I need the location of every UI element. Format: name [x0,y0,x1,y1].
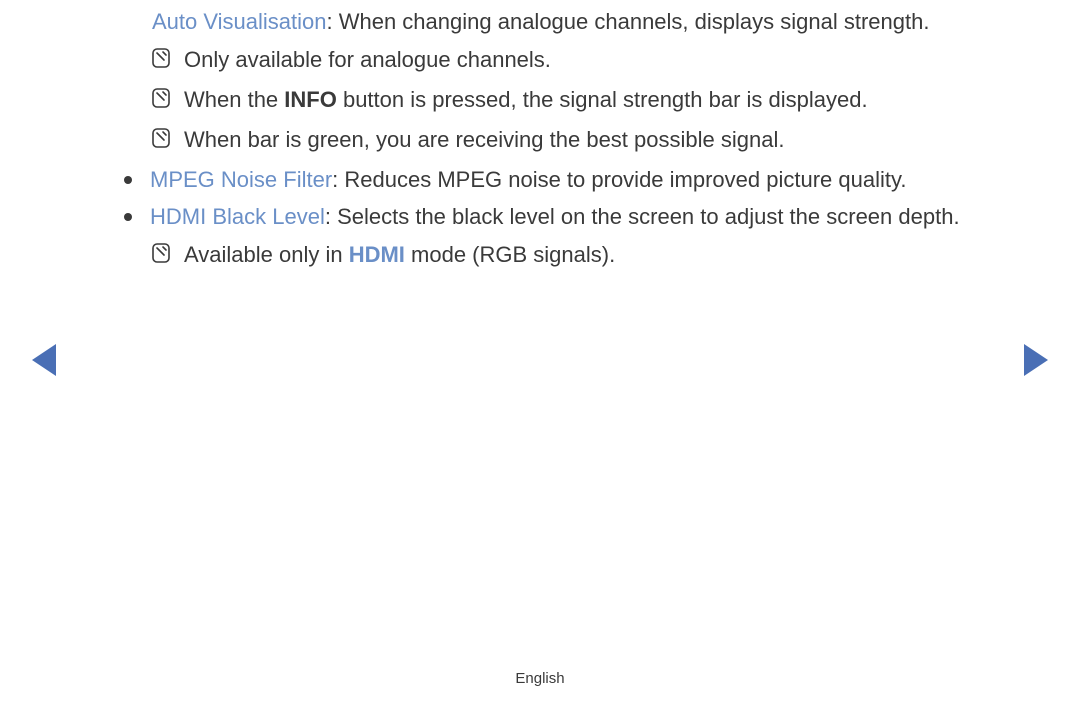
note-icon [152,128,170,148]
note-text-1: Only available for analogue channels. [184,44,551,76]
note-row-3: When bar is green, you are receiving the… [152,124,964,156]
note-2a: When the [184,87,284,112]
note-icon [152,243,170,263]
note-2b-info: INFO [284,87,337,112]
mpeg-label: MPEG Noise Filter [150,167,332,192]
hdmi-block: HDMI Black Level: Selects the black leve… [124,201,964,233]
hdmi-note-row: Available only in HDMI mode (RGB signals… [152,239,964,271]
note-row-1: Only available for analogue channels. [152,44,964,76]
hdmi-note-text: Available only in HDMI mode (RGB signals… [184,239,615,271]
page-content: Auto Visualisation: When changing analog… [124,6,964,279]
mpeg-text: MPEG Noise Filter: Reduces MPEG noise to… [150,164,906,196]
hdmi-desc: : Selects the black level on the screen … [325,204,960,229]
note-icon [152,48,170,68]
note-text-3: When bar is green, you are receiving the… [184,124,784,156]
note-text-2: When the INFO button is pressed, the sig… [184,84,868,116]
note-icon [152,88,170,108]
page-footer-language: English [0,670,1080,687]
auto-visualisation-desc: : When changing analogue channels, displ… [327,9,930,34]
hdmi-text: HDMI Black Level: Selects the black leve… [150,201,960,233]
manual-page: Auto Visualisation: When changing analog… [0,0,1080,705]
hdmi-note-b: HDMI [349,242,405,267]
bullet-icon [124,213,132,221]
prev-page-arrow[interactable] [32,344,56,376]
note-2c: button is pressed, the signal strength b… [337,87,868,112]
note-row-2: When the INFO button is pressed, the sig… [152,84,964,116]
mpeg-block: MPEG Noise Filter: Reduces MPEG noise to… [124,164,964,196]
hdmi-note-a: Available only in [184,242,349,267]
mpeg-desc: : Reduces MPEG noise to provide improved… [332,167,906,192]
hdmi-note-c: mode (RGB signals). [405,242,615,267]
auto-visualisation-block: Auto Visualisation: When changing analog… [152,6,964,38]
hdmi-label: HDMI Black Level [150,204,325,229]
auto-visualisation-label: Auto Visualisation [152,9,327,34]
bullet-icon [124,176,132,184]
next-page-arrow[interactable] [1024,344,1048,376]
